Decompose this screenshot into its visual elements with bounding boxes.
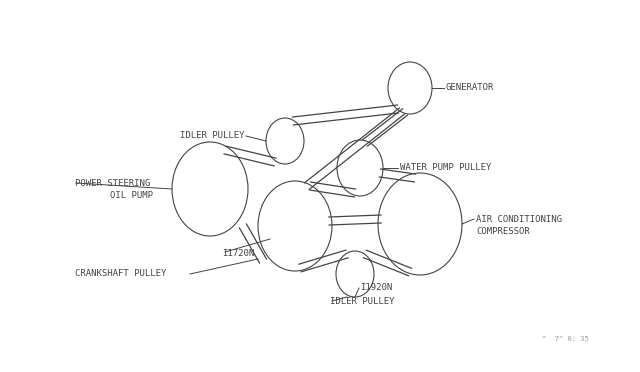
Text: I1720N: I1720N: [222, 250, 254, 259]
Text: GENERATOR: GENERATOR: [446, 83, 494, 93]
Text: IDLER PULLEY: IDLER PULLEY: [180, 131, 245, 141]
Text: CRANKSHAFT PULLEY: CRANKSHAFT PULLEY: [75, 269, 166, 279]
Text: AIR CONDITIONING: AIR CONDITIONING: [476, 215, 562, 224]
Text: IDLER PULLEY: IDLER PULLEY: [330, 296, 394, 305]
Text: I1920N: I1920N: [360, 283, 392, 292]
Text: COMPRESSOR: COMPRESSOR: [476, 228, 530, 237]
Text: POWER STEERING: POWER STEERING: [75, 179, 150, 187]
Text: WATER PUMP PULLEY: WATER PUMP PULLEY: [400, 164, 492, 173]
Text: OIL PUMP: OIL PUMP: [110, 192, 153, 201]
Text: ^  7^ 0: 35: ^ 7^ 0: 35: [542, 336, 589, 342]
